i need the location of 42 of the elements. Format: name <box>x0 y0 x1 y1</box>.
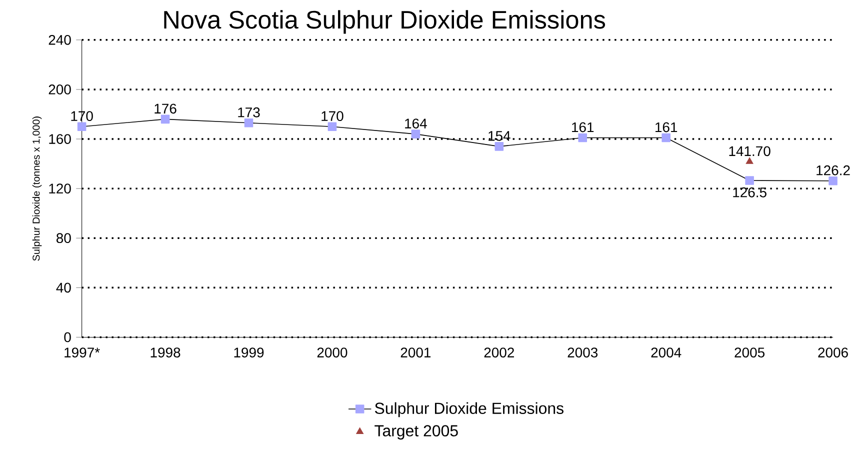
data-label: 126.2 <box>816 165 850 176</box>
x-tick-label: 2000 <box>317 348 348 358</box>
point <box>578 133 588 142</box>
y-tick-label: 0 <box>64 332 71 342</box>
legend-label: Sulphur Dioxide Emissions <box>374 402 564 418</box>
y-tick-label: 40 <box>56 282 71 293</box>
point <box>745 176 754 185</box>
data-label: 170 <box>322 111 344 122</box>
x-tick-label: 1999 <box>234 348 264 358</box>
x-tick-label: 2004 <box>651 348 682 358</box>
data-label: 164 <box>405 118 427 129</box>
point <box>160 114 170 124</box>
point <box>411 130 420 138</box>
x-tick-label: 2001 <box>400 348 431 358</box>
x-tick-label: 1997* <box>64 348 100 358</box>
x-tick-label: 2006 <box>818 348 848 358</box>
point <box>244 118 254 128</box>
x-tick-label: 1998 <box>150 348 180 358</box>
data-label: 161 <box>572 122 594 132</box>
chart-title: Nova Scotia Sulphur Dioxide Emissions <box>164 10 606 34</box>
point <box>828 176 838 186</box>
data-label: 173 <box>238 107 260 118</box>
point <box>662 133 670 142</box>
y-tick-label: 120 <box>49 184 71 194</box>
x-tick-label: 2002 <box>484 348 514 358</box>
data-label: 141.70 <box>729 146 770 156</box>
y-tick-label: 160 <box>49 134 71 144</box>
data-label: 126.5 <box>733 187 766 198</box>
point <box>494 142 504 151</box>
y-axis-title: Sulphur Dioxide (tonnes x 1,000) <box>32 116 42 261</box>
x-tick-label: 2003 <box>568 348 598 358</box>
point <box>77 122 86 132</box>
data-label: 176 <box>154 104 176 114</box>
y-tick-label: 200 <box>48 84 71 94</box>
legend-label: Target 2005 <box>374 425 458 440</box>
data-label: 161 <box>656 122 678 132</box>
point <box>746 157 754 164</box>
x-tick-label: 2005 <box>734 348 765 358</box>
y-tick-label: 80 <box>56 233 71 244</box>
y-tick-label: 240 <box>48 35 71 45</box>
point <box>328 122 337 132</box>
data-label: 154 <box>488 131 510 141</box>
